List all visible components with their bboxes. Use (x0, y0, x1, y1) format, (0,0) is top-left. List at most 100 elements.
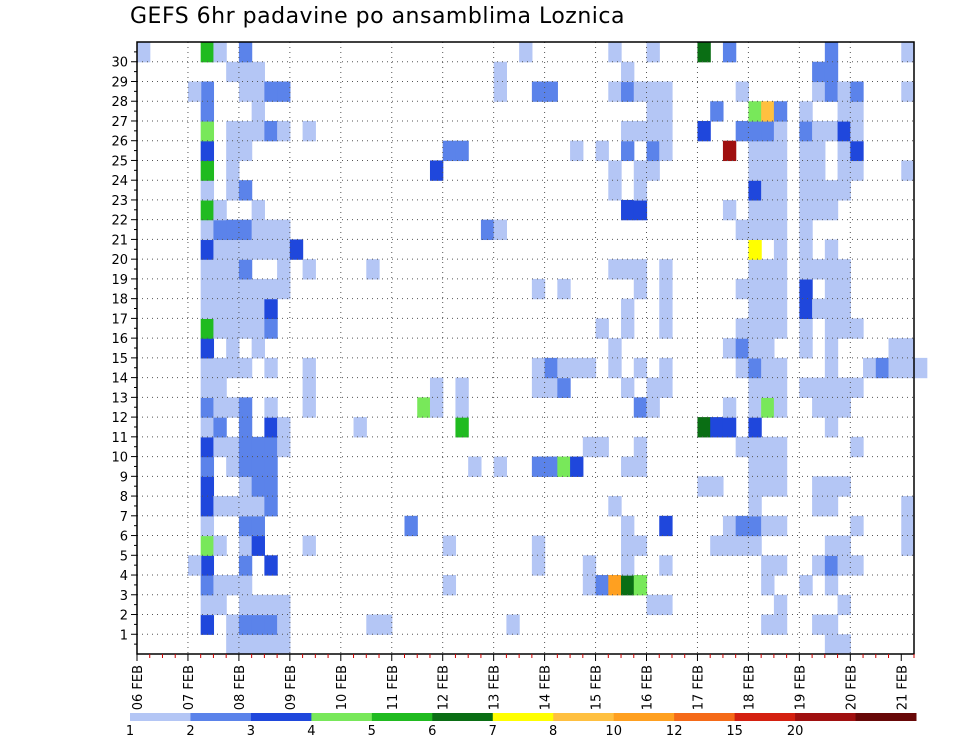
heatmap-cell (544, 456, 558, 477)
y-tick-label: 28 (111, 95, 128, 110)
heatmap-cell (824, 377, 839, 398)
heatmap-cell (442, 535, 457, 556)
heatmap-cell (837, 120, 851, 142)
heatmap-cell (722, 338, 737, 359)
colorbar-swatch (250, 713, 312, 721)
heatmap-cell (289, 239, 304, 260)
heatmap-cell (200, 357, 215, 379)
heatmap-cell (200, 318, 215, 339)
colorbar-label: 8 (549, 724, 557, 739)
heatmap-cell (455, 377, 469, 398)
heatmap-cell (824, 555, 839, 576)
heatmap-cell (277, 81, 291, 102)
heatmap-cell (455, 417, 469, 438)
colorbar-label: 12 (666, 724, 683, 739)
heatmap-cell (200, 614, 215, 635)
heatmap-cell (570, 357, 584, 379)
heatmap-cell (366, 259, 380, 280)
heatmap-cell (595, 318, 609, 339)
heatmap-cell (735, 219, 750, 241)
heatmap-cell (824, 298, 839, 319)
heatmap-cell (812, 81, 826, 102)
y-tick-label: 1 (120, 628, 128, 643)
heatmap-cell (582, 357, 597, 379)
x-tick-label: 20 FEB (844, 665, 859, 710)
colorbar-label: 5 (368, 724, 376, 739)
heatmap-cell (455, 397, 469, 418)
heatmap-cell (837, 101, 851, 122)
heatmap-cell (773, 219, 788, 241)
heatmap-cell (493, 81, 507, 102)
heatmap-cell (213, 278, 227, 300)
y-tick-label: 3 (120, 589, 128, 604)
heatmap-cell (238, 61, 253, 83)
y-tick-label: 15 (111, 352, 128, 367)
heatmap-cell (888, 338, 902, 359)
y-tick-label: 5 (120, 549, 128, 564)
heatmap-cell (595, 140, 609, 162)
heatmap-cell (251, 496, 265, 517)
heatmap-cell (824, 496, 839, 517)
heatmap-cell (773, 555, 788, 576)
heatmap-cell (659, 357, 673, 379)
heatmap-cell (850, 515, 864, 537)
colorbar-label: 1 (126, 724, 134, 739)
heatmap-cell (837, 634, 851, 655)
y-tick-label: 26 (111, 135, 128, 150)
heatmap-cell (812, 180, 826, 201)
heatmap-cell (277, 594, 291, 616)
y-tick-label: 19 (111, 273, 128, 288)
heatmap-cell (277, 417, 291, 438)
heatmap-cell (761, 101, 775, 122)
y-tick-label: 24 (111, 174, 128, 189)
heatmap-cell (761, 318, 775, 339)
heatmap-cell (608, 42, 622, 63)
heatmap-cell (200, 278, 215, 300)
x-tick-label: 16 FEB (641, 665, 656, 710)
heatmap-cell (251, 535, 265, 556)
heatmap-cell (748, 160, 762, 181)
heatmap-cell (264, 219, 278, 241)
heatmap-cell (710, 417, 724, 438)
heatmap-cell (379, 614, 393, 635)
heatmap-cell (837, 594, 851, 616)
heatmap-cell (646, 120, 660, 142)
heatmap-cell (722, 535, 737, 556)
x-tick-label: 17 FEB (692, 665, 707, 710)
heatmap-cell (799, 160, 813, 181)
heatmap-cell (812, 298, 826, 319)
heatmap-cell (213, 318, 227, 339)
heatmap-cell (761, 614, 775, 635)
heatmap-cell (888, 357, 902, 379)
heatmap-cell (251, 634, 265, 655)
heatmap-cell (238, 357, 253, 379)
heatmap-cell (837, 278, 851, 300)
heatmap-cell (557, 278, 571, 300)
y-tick-label: 13 (111, 391, 128, 406)
heatmap-cell (824, 259, 839, 280)
heatmap-cell (251, 476, 265, 497)
heatmap-cell (200, 180, 215, 201)
heatmap-cell (735, 535, 750, 556)
heatmap-cell (659, 120, 673, 142)
colorbar-swatch (855, 713, 917, 721)
heatmap-cell (824, 417, 839, 438)
colorbar-label: 15 (726, 724, 743, 739)
heatmap-cell (251, 239, 265, 260)
heatmap-cell (633, 120, 648, 142)
heatmap-cell (226, 436, 240, 458)
heatmap-cell (659, 259, 673, 280)
heatmap-cell (824, 318, 839, 339)
heatmap-cell (213, 239, 227, 260)
heatmap-cell (621, 515, 635, 537)
heatmap-cell (824, 397, 839, 418)
heatmap-cell (837, 180, 851, 201)
heatmap-cell (582, 555, 597, 576)
heatmap-cell (226, 278, 240, 300)
heatmap-cell (761, 515, 775, 537)
heatmap-cell (722, 199, 737, 221)
heatmap-cell (646, 42, 660, 63)
heatmap-cell (519, 42, 533, 63)
heatmap-cell (353, 417, 367, 438)
heatmap-cell (251, 278, 265, 300)
